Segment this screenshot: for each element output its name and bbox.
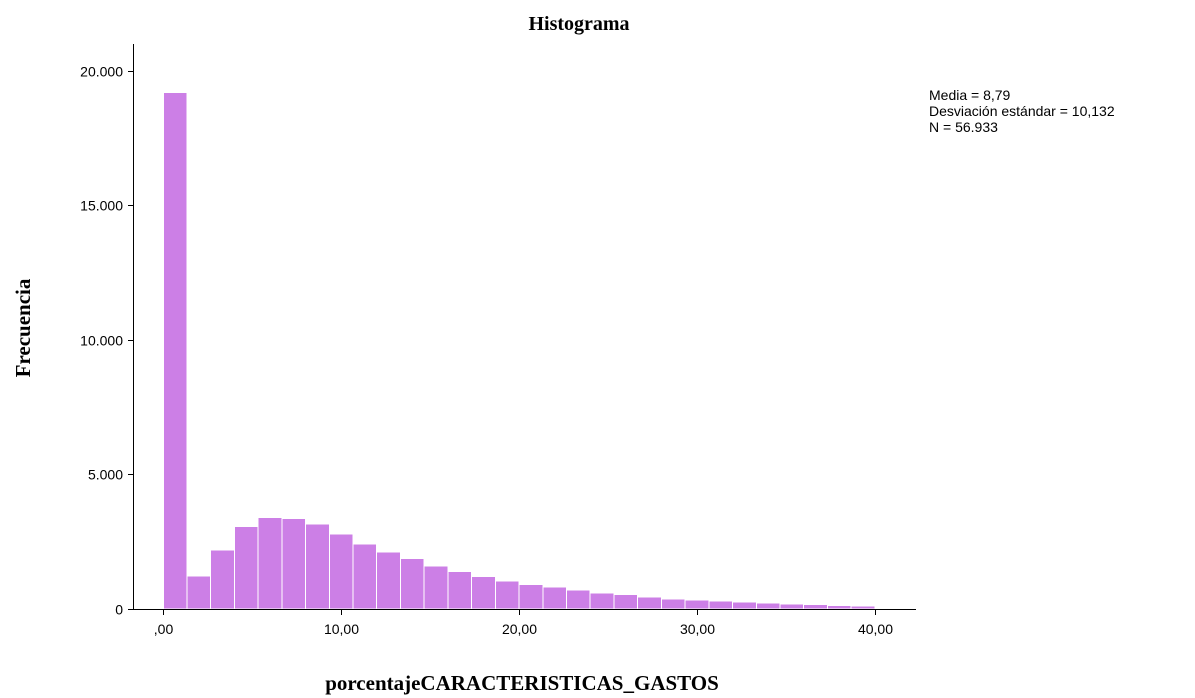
- statistics-box: Media = 8,79 Desviación estándar = 10,13…: [929, 87, 1115, 135]
- stats-std-dev: Desviación estándar = 10,132: [929, 103, 1115, 119]
- histogram-bar: [542, 586, 568, 610]
- histogram-bars: [162, 91, 876, 610]
- histogram-bar: [732, 601, 757, 610]
- histogram-bar: [660, 598, 686, 610]
- y-tick-label: 0: [115, 602, 123, 618]
- y-tick-label: 10.000: [80, 333, 123, 349]
- histogram-bar: [423, 565, 449, 610]
- histogram-bar: [305, 523, 330, 610]
- histogram-bar: [708, 600, 734, 610]
- x-axis-ticks: ,00 10,00 20,00 30,00 40,00: [154, 609, 893, 637]
- histogram-bar: [518, 583, 544, 610]
- histogram-bar: [494, 580, 520, 610]
- histogram-bar: [684, 599, 710, 610]
- histogram-bar: [352, 543, 378, 610]
- chart-title: Histograma: [528, 13, 629, 35]
- x-tick-label: 10,00: [324, 621, 359, 637]
- histogram-bar: [186, 575, 212, 610]
- histogram-bar: [328, 533, 354, 610]
- histogram-bar: [162, 91, 188, 610]
- x-tick-label: ,00: [154, 621, 174, 637]
- histogram-bar: [210, 549, 235, 610]
- histogram-bar: [257, 516, 283, 610]
- histogram-bar: [803, 604, 828, 610]
- histogram-bar: [376, 551, 401, 610]
- histogram-bar: [826, 605, 852, 610]
- stats-n: N = 56.933: [929, 119, 998, 135]
- y-axis-ticks: 0 5.000 10.000 15.000 20.000: [80, 64, 133, 618]
- histogram-bar: [399, 557, 425, 610]
- histogram-bar: [850, 605, 876, 610]
- y-tick-label: 20.000: [80, 64, 123, 80]
- histogram-bar: [613, 593, 639, 610]
- x-tick-label: 20,00: [502, 621, 537, 637]
- histogram-bar: [637, 596, 662, 610]
- x-tick-label: 40,00: [858, 621, 893, 637]
- y-tick-label: 15.000: [80, 198, 123, 214]
- histogram-bar: [589, 592, 615, 610]
- histogram-bar: [233, 526, 259, 610]
- histogram-bar: [755, 602, 781, 610]
- histogram-bar: [281, 517, 307, 610]
- stats-mean: Media = 8,79: [929, 87, 1011, 103]
- histogram-bar: [566, 589, 591, 610]
- x-tick-label: 30,00: [680, 621, 715, 637]
- y-axis-title: Frecuencia: [11, 278, 35, 377]
- histogram-bar: [471, 575, 496, 610]
- y-tick-label: 5.000: [88, 467, 123, 483]
- x-axis-title: porcentajeCARACTERISTICAS_GASTOS: [325, 671, 719, 695]
- histogram-bar: [447, 570, 473, 610]
- histogram-bar: [779, 603, 805, 610]
